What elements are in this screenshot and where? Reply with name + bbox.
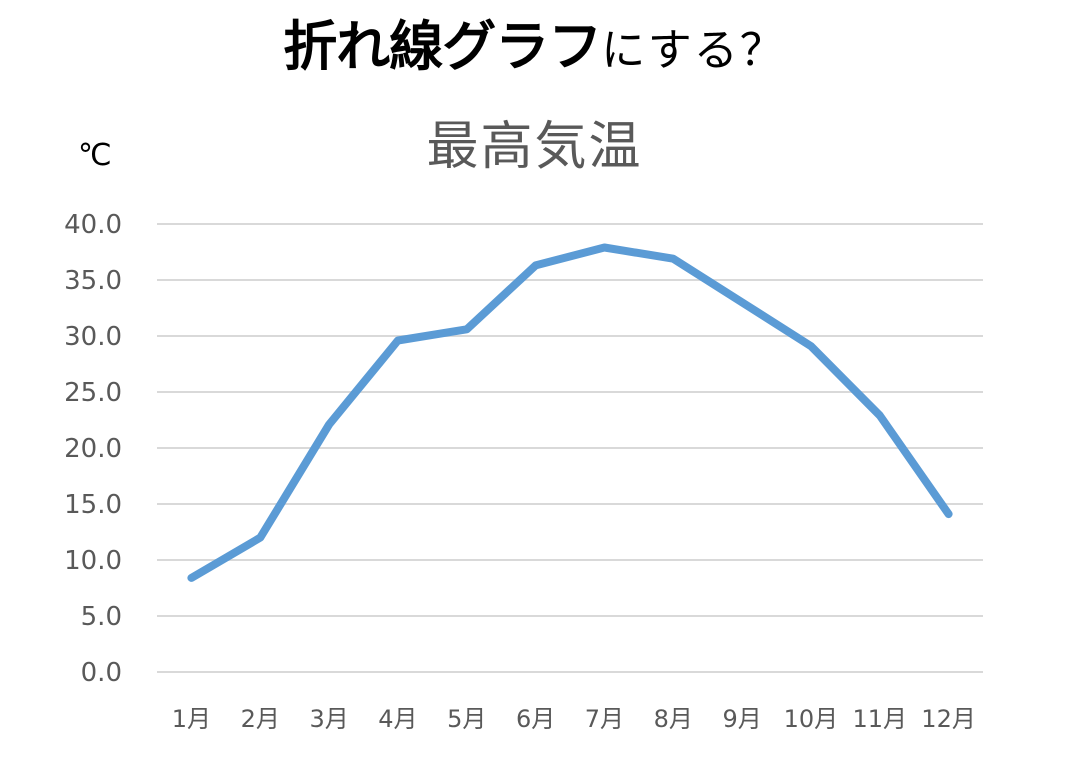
y-tick-label: 15.0 <box>64 490 122 520</box>
x-tick-label: 12月 <box>921 705 976 733</box>
y-tick-label: 25.0 <box>64 378 122 408</box>
y-axis-unit-label: ℃ <box>78 139 112 172</box>
x-axis-ticks: 1月 2月 3月 4月 5月 6月 7月 8月 9月 10月 11月 12月 <box>172 705 976 733</box>
x-tick-label: 4月 <box>378 705 417 733</box>
chart-title: 最高気温 <box>426 117 643 177</box>
x-tick-label: 8月 <box>654 705 693 733</box>
y-tick-label: 0.0 <box>81 658 122 688</box>
headline-light: にする？ <box>601 25 786 76</box>
gridlines <box>157 223 983 673</box>
x-tick-label: 2月 <box>241 705 280 733</box>
x-tick-label: 6月 <box>516 705 555 733</box>
x-tick-label: 5月 <box>447 705 486 733</box>
x-tick-label: 9月 <box>722 705 761 733</box>
y-tick-label: 30.0 <box>64 322 122 352</box>
y-tick-label: 35.0 <box>64 266 122 296</box>
y-tick-label: 20.0 <box>64 434 122 464</box>
y-tick-label: 10.0 <box>64 546 122 576</box>
y-tick-label: 5.0 <box>81 602 122 632</box>
series-line-max-temperature <box>187 243 953 582</box>
headline: 折れ線グラフにする？ <box>0 2 1069 81</box>
headline-strong: 折れ線グラフ <box>283 15 602 78</box>
x-tick-label: 3月 <box>309 705 348 733</box>
y-axis-ticks: 0.0 5.0 10.0 15.0 20.0 25.0 30.0 35.0 40.0 <box>64 210 122 688</box>
x-tick-label: 11月 <box>852 705 907 733</box>
x-tick-label: 10月 <box>784 705 839 733</box>
x-tick-label: 7月 <box>585 705 624 733</box>
y-tick-label: 40.0 <box>64 210 122 240</box>
x-tick-label: 1月 <box>172 705 211 733</box>
